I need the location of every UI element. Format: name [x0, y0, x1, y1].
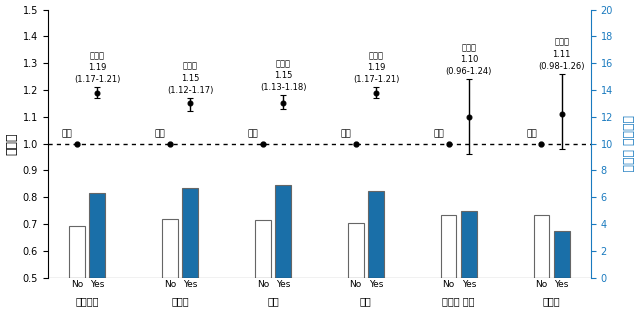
- Text: 위험비: 위험비: [90, 51, 105, 60]
- Text: Yes: Yes: [183, 280, 197, 289]
- Text: 1.10: 1.10: [460, 55, 478, 64]
- Text: 1.11: 1.11: [552, 50, 571, 59]
- Text: (0.98-1.26): (0.98-1.26): [538, 62, 585, 71]
- Bar: [162, 219, 178, 278]
- Text: Yes: Yes: [276, 280, 291, 289]
- Text: (1.17-1.21): (1.17-1.21): [353, 75, 399, 84]
- Text: 위험비: 위험비: [461, 43, 476, 52]
- Text: Yes: Yes: [90, 280, 104, 289]
- Bar: [182, 188, 198, 278]
- Text: No: No: [257, 280, 269, 289]
- Bar: [69, 226, 85, 278]
- Text: 기준: 기준: [62, 130, 72, 139]
- Text: No: No: [535, 280, 548, 289]
- Bar: [275, 185, 291, 278]
- Text: No: No: [164, 280, 176, 289]
- Text: 1.15: 1.15: [274, 71, 292, 80]
- Bar: [255, 220, 271, 278]
- Text: Yes: Yes: [461, 280, 476, 289]
- Text: No: No: [71, 280, 83, 289]
- Text: 위험비: 위험비: [276, 59, 291, 68]
- Text: 기준: 기준: [433, 130, 444, 139]
- Text: Yes: Yes: [554, 280, 569, 289]
- Text: 위험비: 위험비: [183, 62, 198, 71]
- Text: (1.17-1.21): (1.17-1.21): [74, 75, 120, 84]
- Text: 기준: 기준: [248, 130, 259, 139]
- Text: (1.12-1.17): (1.12-1.17): [167, 86, 213, 95]
- Text: 1.15: 1.15: [181, 74, 200, 83]
- Text: 위험비: 위험비: [369, 51, 383, 60]
- Bar: [368, 191, 384, 278]
- Text: No: No: [442, 280, 455, 289]
- Text: 기준: 기준: [340, 130, 351, 139]
- Bar: [348, 223, 364, 278]
- Text: 1.19: 1.19: [367, 63, 385, 72]
- Text: 기준: 기준: [526, 130, 537, 139]
- Bar: [90, 193, 105, 278]
- Bar: [534, 215, 549, 278]
- Y-axis label: 위험비: 위험비: [6, 132, 19, 155]
- Text: (0.96-1.24): (0.96-1.24): [445, 67, 492, 76]
- Text: Yes: Yes: [369, 280, 383, 289]
- Text: 1.19: 1.19: [88, 63, 106, 72]
- Bar: [554, 231, 570, 278]
- Text: 위험비: 위험비: [554, 37, 569, 46]
- Bar: [441, 215, 456, 278]
- Text: (1.13-1.18): (1.13-1.18): [260, 83, 307, 92]
- Y-axis label: 심방세동 발생률: 심방세동 발생률: [621, 115, 634, 172]
- Text: 기준: 기준: [155, 130, 166, 139]
- Bar: [461, 211, 477, 278]
- Text: No: No: [349, 280, 362, 289]
